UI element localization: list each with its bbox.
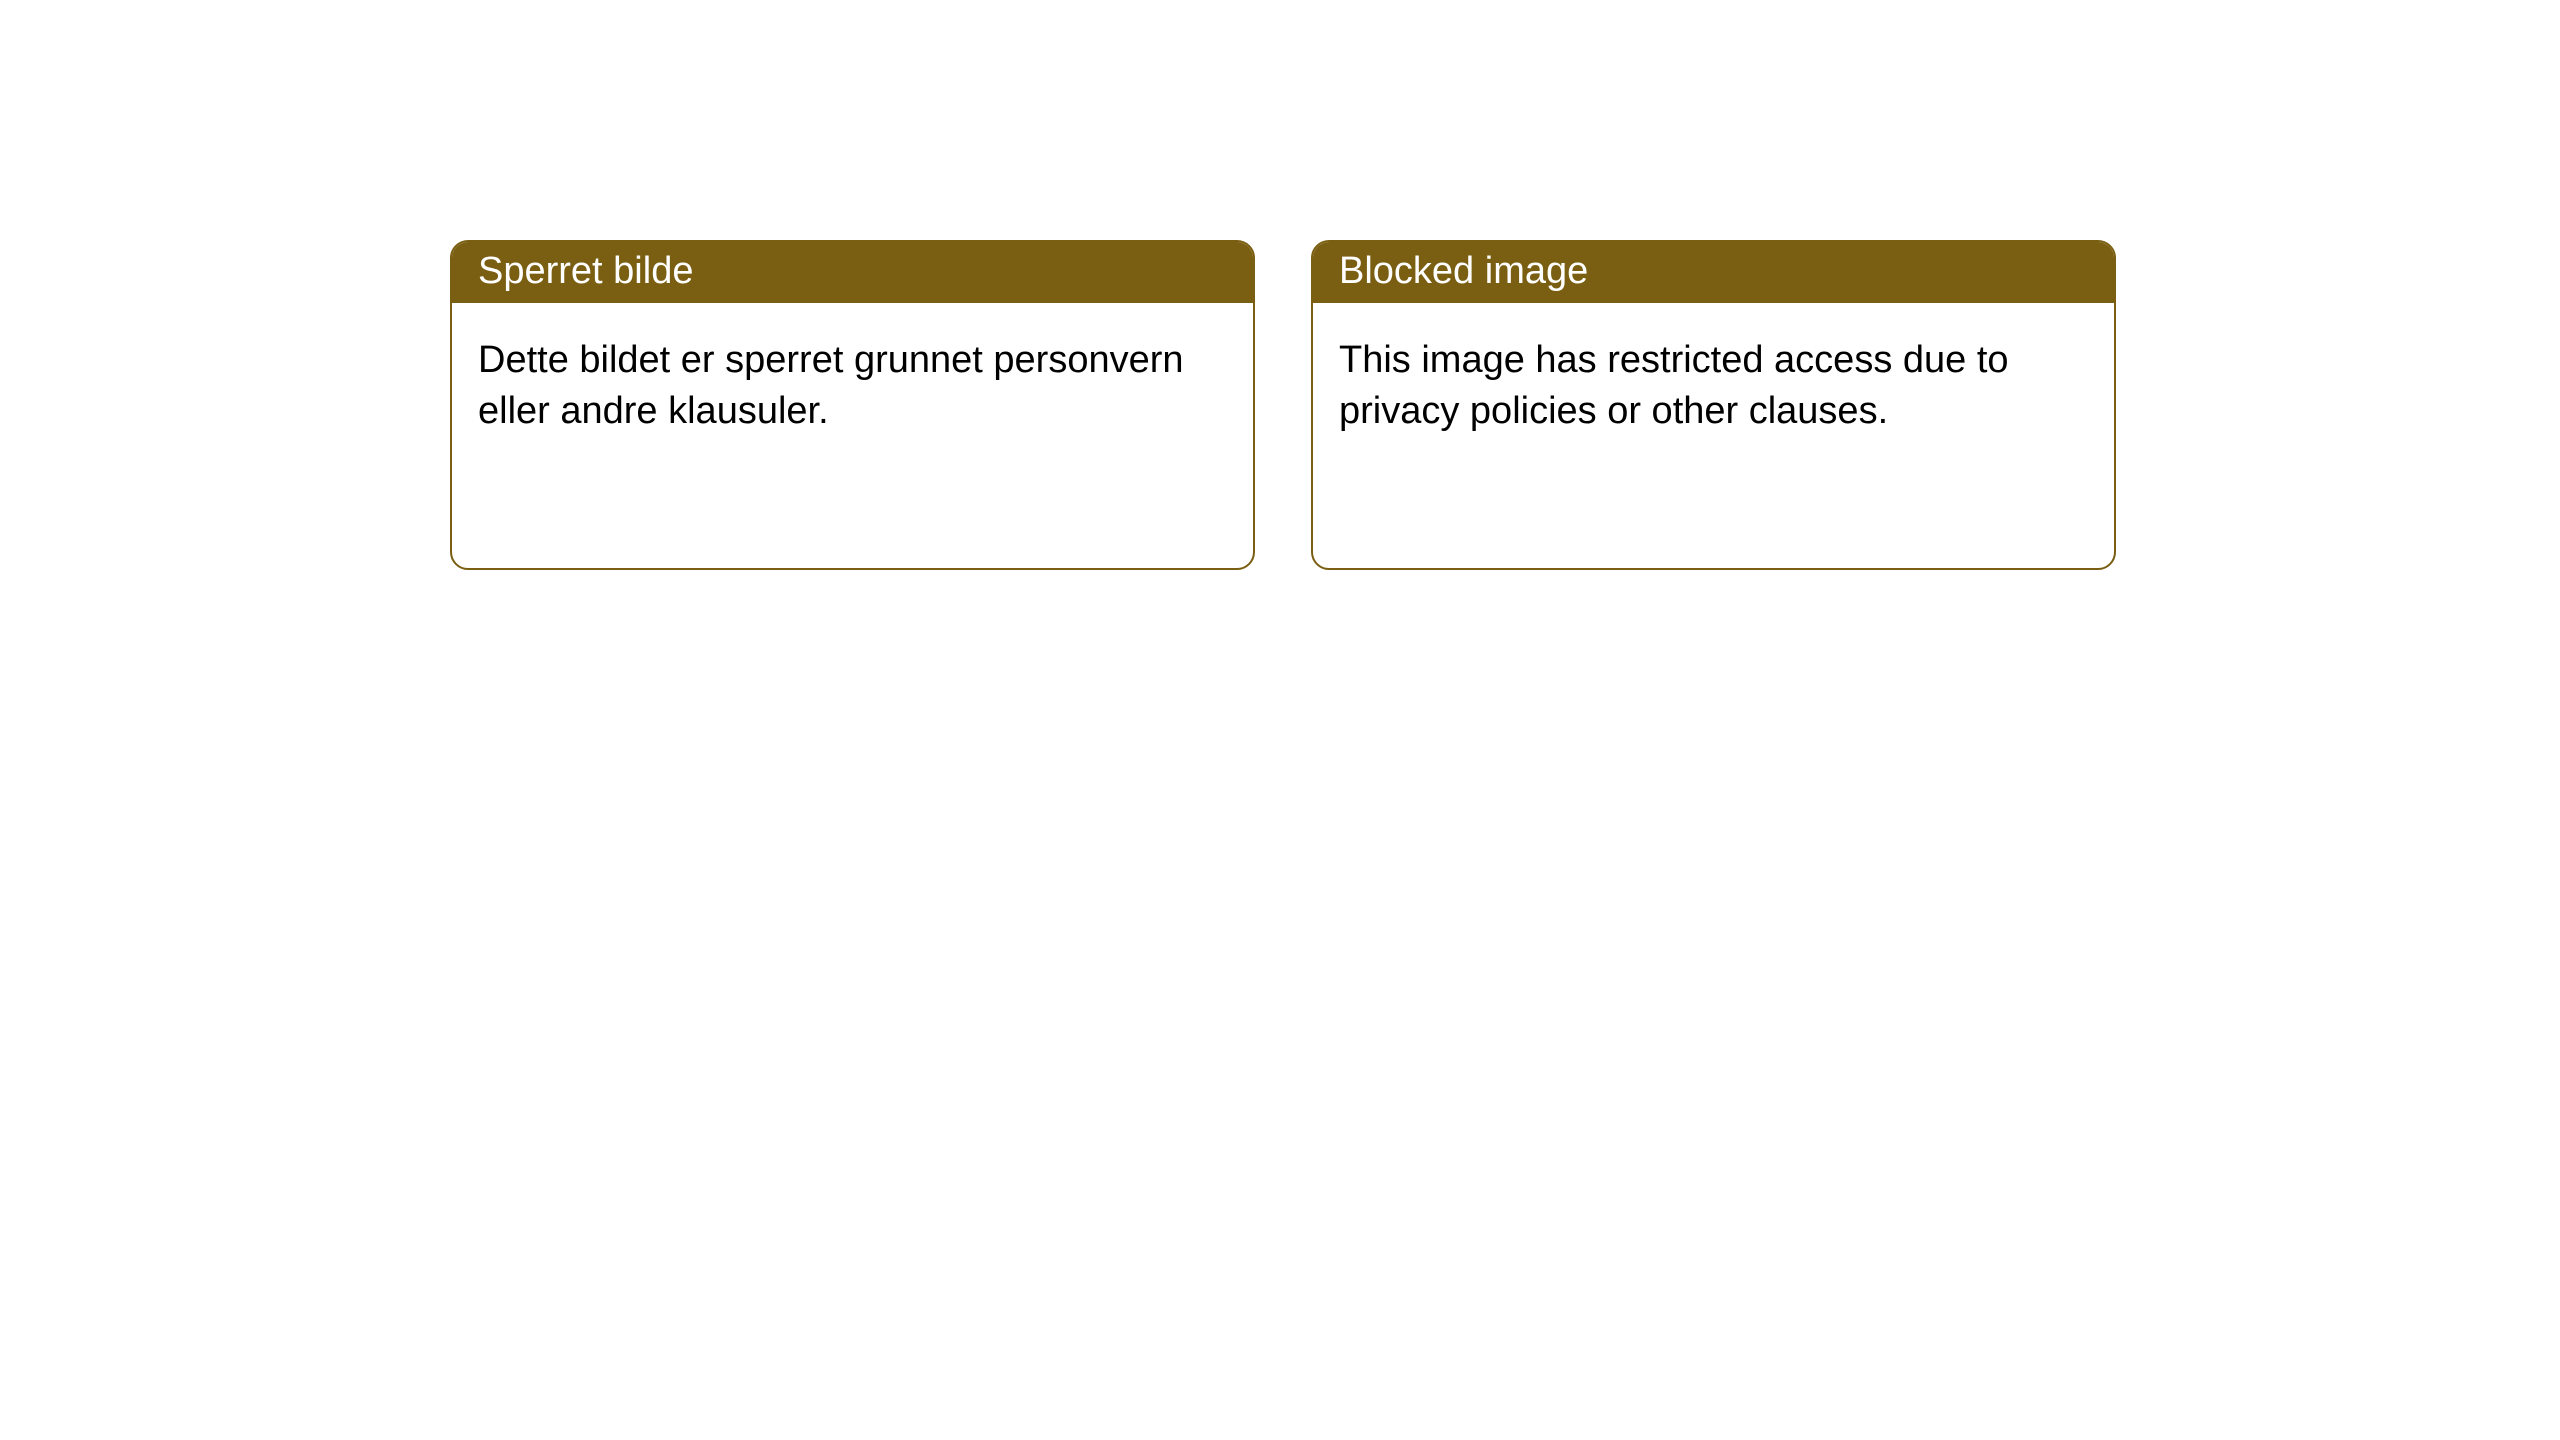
- notice-card-norwegian: Sperret bilde Dette bildet er sperret gr…: [450, 240, 1255, 570]
- notice-title: Blocked image: [1339, 250, 1588, 292]
- notice-card-english: Blocked image This image has restricted …: [1311, 240, 2116, 570]
- notice-header: Blocked image: [1313, 242, 2114, 303]
- notice-text: This image has restricted access due to …: [1339, 339, 2009, 432]
- notice-header: Sperret bilde: [452, 242, 1253, 303]
- notice-container: Sperret bilde Dette bildet er sperret gr…: [0, 0, 2560, 570]
- notice-title: Sperret bilde: [478, 250, 693, 292]
- notice-body: This image has restricted access due to …: [1313, 303, 2114, 470]
- notice-body: Dette bildet er sperret grunnet personve…: [452, 303, 1253, 470]
- notice-text: Dette bildet er sperret grunnet personve…: [478, 339, 1184, 432]
